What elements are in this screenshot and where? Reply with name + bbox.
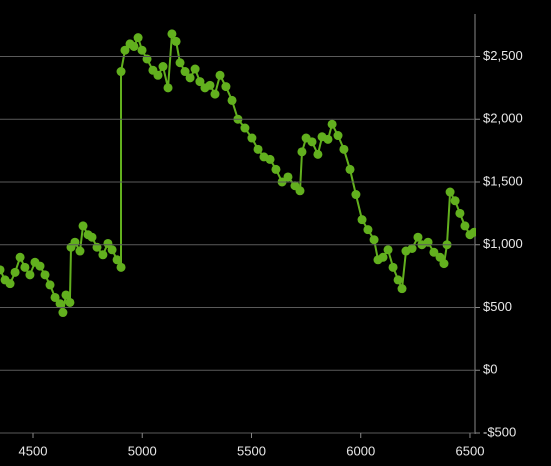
point — [75, 246, 85, 256]
point — [265, 154, 275, 164]
point — [455, 208, 465, 218]
point — [313, 149, 323, 159]
point — [171, 36, 181, 46]
point — [55, 299, 65, 309]
point — [215, 70, 225, 80]
x-tick-label: 6500 — [456, 443, 485, 458]
point — [369, 235, 379, 245]
x-tick-label: 4500 — [19, 443, 48, 458]
point — [107, 245, 117, 255]
point — [345, 164, 355, 174]
point — [185, 73, 195, 83]
point — [333, 131, 343, 141]
point — [221, 82, 231, 92]
point — [116, 262, 126, 272]
point — [0, 265, 5, 275]
point — [87, 232, 97, 242]
point — [469, 227, 476, 237]
point — [10, 267, 20, 277]
point — [153, 70, 163, 80]
point — [205, 80, 215, 90]
point — [307, 137, 317, 147]
point — [45, 280, 55, 290]
point — [167, 29, 177, 39]
point — [190, 64, 200, 74]
point — [378, 252, 388, 262]
point — [327, 119, 337, 129]
point — [92, 242, 102, 252]
point — [40, 270, 50, 280]
point — [50, 292, 60, 302]
point — [158, 62, 168, 72]
point — [98, 250, 108, 260]
point — [450, 196, 460, 206]
point — [460, 221, 470, 231]
point — [129, 41, 139, 51]
point — [120, 45, 130, 55]
y-tick-label: $500 — [483, 299, 512, 314]
point — [363, 225, 373, 235]
point — [227, 95, 237, 105]
y-tick-label: $0 — [483, 362, 497, 377]
point — [295, 186, 305, 196]
point — [25, 270, 35, 280]
point — [323, 134, 333, 144]
point — [61, 290, 71, 300]
point — [70, 237, 80, 247]
point — [116, 67, 126, 77]
x-tick-label: 6000 — [346, 443, 375, 458]
x-tick-label: 5000 — [128, 443, 157, 458]
point — [339, 144, 349, 154]
point — [247, 133, 257, 143]
point — [58, 308, 68, 318]
point — [210, 89, 220, 99]
y-tick-label: $1,000 — [483, 236, 523, 251]
point — [15, 252, 25, 262]
point — [142, 54, 152, 64]
y-tick-label: -$500 — [483, 424, 516, 439]
point — [35, 261, 45, 271]
point — [383, 245, 393, 255]
point — [137, 45, 147, 55]
point — [253, 144, 263, 154]
point — [357, 215, 367, 225]
x-tick-label: 5500 — [237, 443, 266, 458]
point — [180, 67, 190, 77]
point — [175, 58, 185, 68]
point — [5, 279, 15, 289]
point — [407, 244, 417, 254]
y-tick-label: $2,500 — [483, 48, 523, 63]
point — [65, 297, 75, 307]
point — [271, 164, 281, 174]
point — [397, 284, 407, 294]
point — [283, 172, 293, 182]
point — [423, 237, 433, 247]
y-tick-label: $2,000 — [483, 111, 523, 126]
point — [20, 262, 30, 272]
y-tick-label: $1,500 — [483, 173, 523, 188]
point — [429, 247, 439, 257]
point — [78, 221, 88, 231]
point — [351, 190, 361, 200]
point — [393, 275, 403, 285]
point — [163, 83, 173, 93]
line — [0, 30, 475, 313]
point — [439, 259, 449, 269]
plot-area — [0, 29, 476, 318]
point — [388, 262, 398, 272]
point — [133, 33, 143, 43]
point — [112, 255, 122, 265]
point — [445, 187, 455, 197]
point — [297, 147, 307, 157]
point — [413, 232, 423, 242]
point — [195, 77, 205, 87]
point — [240, 123, 250, 133]
